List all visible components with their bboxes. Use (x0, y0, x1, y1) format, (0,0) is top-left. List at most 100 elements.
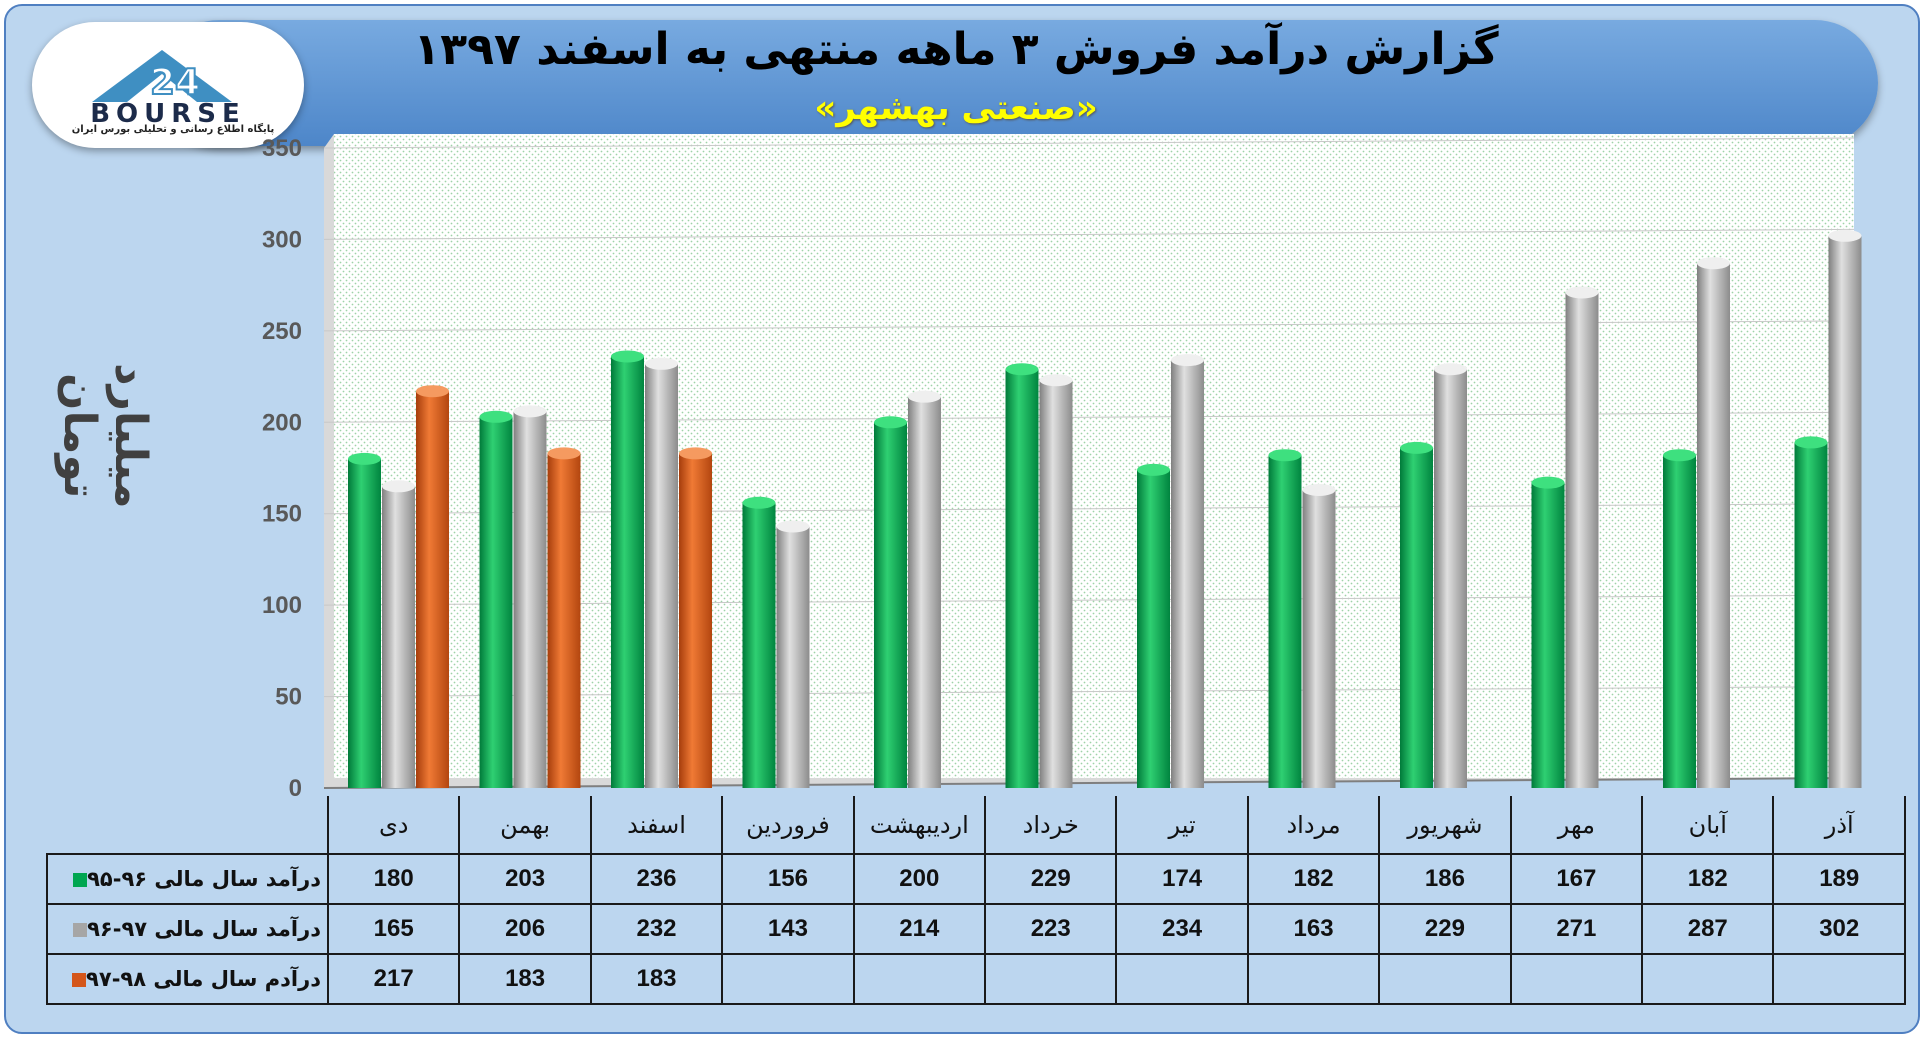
bar (479, 410, 513, 788)
table-row: درآمد سال مالی ۹۷-۹۶ 165 206 232 143 214 223 23… (46, 903, 1906, 955)
data-label: 229 (984, 853, 1118, 905)
y-tick-label: 100 (262, 592, 302, 619)
bar (1663, 449, 1696, 788)
chart-title: گزارش درآمد فروش ۳ ماهه منتهی به اسفند ۱… (413, 24, 1499, 75)
legend-entry: درآدم سال مالی ۹۸-۹۷ (46, 953, 329, 1005)
bar (1434, 363, 1467, 788)
bar (874, 416, 907, 788)
gridline (323, 228, 1855, 240)
y-axis-ticks: 0 50 100 150 200 250 300 350 (262, 135, 302, 802)
logo-tagline: پایگاه اطلاع رسانی و تحلیلی بورس ایران (71, 124, 275, 135)
y-tick-label: 250 (262, 318, 302, 345)
legend-entry: درآمد سال مالی ۹۶-۹۵ (46, 853, 329, 905)
data-label: 206 (458, 903, 592, 955)
y-tick-label: 50 (275, 684, 302, 711)
x-tick-label: اردیبهشت (852, 796, 987, 855)
x-tick-label: آذر (1772, 796, 1906, 855)
bar (1039, 374, 1073, 788)
bars (348, 229, 1862, 788)
data-label (852, 953, 987, 1005)
data-label: 143 (721, 903, 855, 955)
bar (1794, 436, 1828, 788)
bar (1302, 483, 1336, 788)
data-label: 287 (1641, 903, 1775, 955)
bourse24-logo: 24 BOURSE پایگاه اطلاع رسانی و تحلیلی بو… (32, 22, 304, 148)
bar (611, 350, 644, 788)
bar (1697, 257, 1730, 788)
gridline (323, 411, 1855, 423)
y-axis-label: میلیارد تومان (54, 363, 156, 509)
bar (513, 405, 547, 788)
y-tick-label: 150 (262, 501, 302, 528)
y-tick-label: 200 (262, 409, 302, 436)
title-banner (156, 20, 1878, 146)
data-label: 229 (1378, 903, 1512, 955)
data-label: 183 (458, 953, 592, 1005)
data-label (1509, 953, 1644, 1005)
data-label: 271 (1509, 903, 1644, 955)
x-tick-label: خرداد (984, 796, 1118, 855)
data-label: 223 (984, 903, 1118, 955)
gridline (323, 320, 1855, 332)
x-tick-label: فروردین (721, 796, 855, 855)
bar (1137, 463, 1170, 788)
data-label: 182 (1246, 853, 1381, 905)
bar (1268, 449, 1302, 788)
data-label: 167 (1509, 853, 1644, 905)
logo-graphic: 24 BOURSE (90, 50, 246, 129)
x-tick-label: بهمن (458, 796, 592, 855)
data-label: 232 (589, 903, 724, 955)
data-label: 165 (326, 903, 461, 955)
data-label: 174 (1115, 853, 1249, 905)
data-label: 236 (589, 853, 724, 905)
x-tick-label: مرداد (1246, 796, 1381, 855)
legend-entry: درآمد سال مالی ۹۷-۹۶ (46, 903, 329, 955)
bar (1400, 441, 1433, 788)
bar (645, 357, 678, 788)
data-label (1115, 953, 1249, 1005)
chart-subtitle: «صنعتی بهشهر» (814, 88, 1098, 128)
bar (348, 452, 381, 788)
table-row: درآمد سال مالی ۹۶-۹۵ 180 203 236 156 200 229 17… (46, 853, 1906, 905)
chart-frame: گزارش درآمد فروش ۳ ماهه منتهی به اسفند ۱… (4, 4, 1920, 1034)
bar (776, 520, 810, 788)
x-tick-label: اسفند (589, 796, 724, 855)
gridline (323, 137, 1855, 149)
data-label (984, 953, 1118, 1005)
x-tick-label: تیر (1115, 796, 1249, 855)
y-tick-label: 300 (262, 226, 302, 253)
logo-number: 24 (150, 62, 200, 103)
data-label: 156 (721, 853, 855, 905)
logo-wordmark: BOURSE (90, 99, 246, 129)
bar (908, 390, 941, 788)
x-tick-label: شهریور (1378, 796, 1512, 855)
data-label: 234 (1115, 903, 1249, 955)
table-row: درآدم سال مالی ۹۸-۹۷ 217 183 183 (46, 953, 1906, 1005)
data-label: 203 (458, 853, 592, 905)
data-label (721, 953, 855, 1005)
bar (382, 480, 415, 788)
legend-swatch (73, 873, 88, 887)
y-tick-label: 350 (262, 135, 302, 162)
bar-chart: 0 50 100 150 200 250 300 350 (262, 134, 1862, 802)
data-label: 189 (1772, 853, 1906, 905)
data-label: 182 (1641, 853, 1775, 905)
data-label: 183 (589, 953, 724, 1005)
legend-swatch (73, 923, 88, 937)
bar (547, 447, 581, 788)
bar (1565, 286, 1599, 788)
x-tick-label: آبان (1641, 796, 1775, 855)
plot-area (334, 134, 1854, 778)
table-corner (47, 796, 329, 855)
data-label: 180 (326, 853, 461, 905)
y-tick-label: 0 (289, 775, 302, 802)
bar (1828, 229, 1862, 788)
bar (742, 496, 776, 788)
bar (416, 385, 449, 788)
bar (1005, 363, 1039, 788)
data-label: 217 (326, 953, 461, 1005)
bar (1531, 476, 1565, 788)
data-label (1641, 953, 1775, 1005)
data-label (1772, 953, 1906, 1005)
legend-swatch (72, 973, 87, 987)
